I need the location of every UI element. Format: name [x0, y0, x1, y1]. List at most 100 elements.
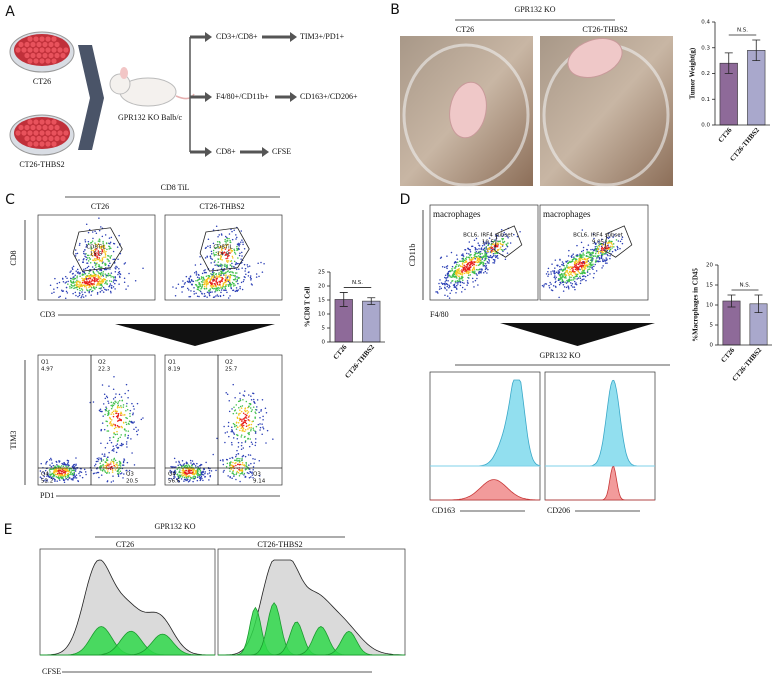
y-axis-label: CD8: [9, 250, 18, 265]
dot: [238, 400, 241, 402]
dot: [102, 286, 105, 289]
dot: [118, 468, 120, 470]
dot: [571, 270, 574, 272]
dot: [119, 465, 122, 467]
dot: [246, 264, 249, 266]
dot: [240, 448, 243, 451]
dot: [126, 402, 128, 405]
dot: [133, 428, 135, 430]
dot: [219, 295, 222, 298]
dot: [615, 239, 618, 241]
dot: [89, 288, 92, 291]
dot: [118, 472, 120, 474]
dot: [218, 280, 220, 283]
dot: [241, 456, 244, 458]
dot: [260, 410, 262, 412]
dot: [109, 468, 112, 471]
dot: [258, 475, 261, 477]
annotation: N.S.: [352, 280, 363, 286]
dot: [221, 279, 223, 281]
dot: [469, 255, 471, 257]
dot: [174, 472, 177, 475]
dot: [231, 430, 234, 433]
dot: [105, 242, 108, 245]
dot: [236, 280, 239, 282]
dot: [216, 277, 218, 279]
cell-dot: [27, 47, 33, 53]
dot: [491, 246, 494, 249]
dot: [235, 453, 238, 456]
dot: [88, 291, 90, 294]
dot: [463, 259, 466, 262]
dot: [205, 281, 208, 283]
dot: [204, 476, 206, 478]
dot: [250, 410, 253, 413]
cell-dot: [45, 141, 51, 147]
dot: [118, 275, 121, 277]
dot: [590, 248, 592, 251]
y-axis-label: Tumor Weight(g): [689, 47, 697, 99]
dot: [228, 271, 231, 274]
dot: [173, 457, 176, 460]
dot: [235, 478, 237, 481]
dot: [95, 460, 98, 463]
dot: [211, 275, 213, 278]
dot: [217, 252, 219, 255]
dot: [230, 286, 232, 289]
dot: [607, 254, 609, 257]
dot: [230, 251, 232, 253]
dot: [225, 257, 227, 260]
dot: [83, 268, 85, 271]
dot: [453, 273, 456, 276]
dot: [225, 274, 227, 276]
dot: [44, 469, 47, 472]
dot: [111, 425, 113, 427]
dot: [211, 273, 213, 276]
dot: [621, 236, 624, 238]
dot: [194, 465, 197, 467]
dot: [117, 401, 120, 403]
dot: [458, 278, 460, 280]
dot: [465, 271, 467, 273]
dot: [84, 255, 86, 258]
dot: [65, 465, 67, 468]
dot: [96, 248, 98, 250]
dot: [99, 277, 102, 280]
dot: [178, 476, 181, 478]
dot: [72, 292, 74, 295]
dot: [234, 251, 236, 254]
dot: [248, 405, 250, 407]
dot: [53, 478, 56, 481]
dot: [182, 474, 185, 477]
dot: [612, 243, 615, 245]
dot: [213, 287, 215, 290]
dot: [174, 469, 176, 472]
dot: [245, 414, 248, 416]
dot: [72, 475, 75, 477]
dot: [97, 460, 99, 463]
dot: [70, 270, 72, 272]
dot: [485, 267, 487, 270]
dot: [122, 422, 125, 424]
dot: [71, 282, 73, 284]
dot: [242, 241, 244, 243]
dot: [181, 291, 183, 293]
dot: [612, 236, 614, 238]
dot: [235, 459, 237, 462]
dot: [227, 297, 230, 299]
dot: [110, 247, 112, 250]
dot: [194, 469, 196, 472]
dot: [581, 229, 584, 231]
dot: [488, 256, 490, 258]
dot: [71, 268, 74, 270]
dot: [102, 273, 104, 275]
dot: [197, 474, 199, 477]
dot: [229, 252, 231, 254]
y-tick-label: 10: [318, 312, 325, 318]
dot: [196, 288, 199, 291]
dot: [83, 272, 86, 274]
dot: [68, 477, 70, 479]
dot: [462, 260, 464, 263]
dot: [113, 427, 116, 430]
dot: [235, 464, 237, 467]
